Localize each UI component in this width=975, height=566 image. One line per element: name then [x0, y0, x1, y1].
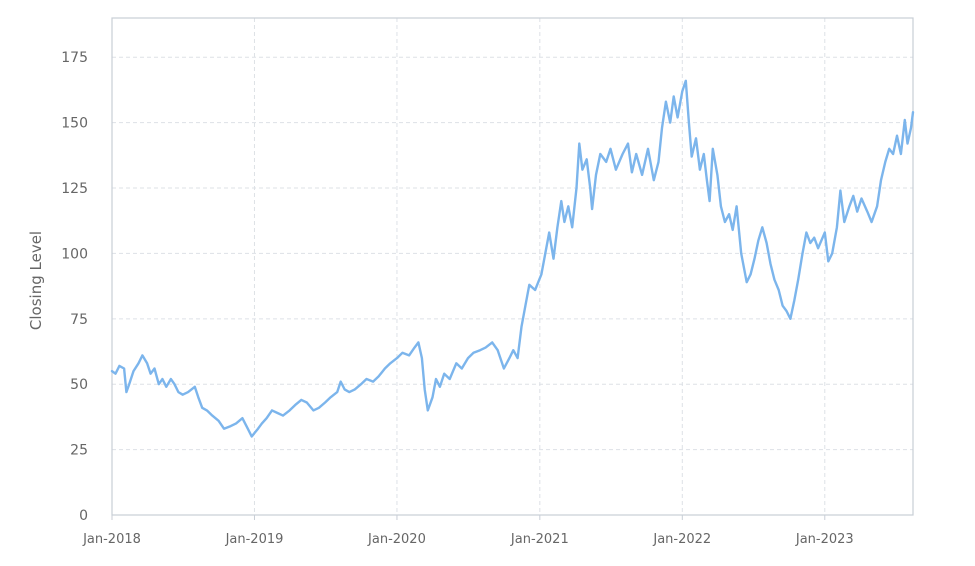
y-tick-label: 50: [70, 377, 88, 393]
series-layer: [110, 79, 915, 438]
y-tick-label: 100: [61, 246, 88, 262]
y-tick-label: 175: [61, 50, 88, 66]
x-axis-ticks: Jan-2018 Jan-2019 Jan-2020 Jan-2021 Jan-2022…: [82, 515, 854, 547]
x-tick-label: Jan-2023: [795, 532, 854, 547]
x-tick-label: Jan-2018: [82, 532, 141, 547]
y-tick-label: 25: [70, 443, 88, 459]
series-line: [110, 79, 915, 438]
y-tick-label: 150: [61, 116, 88, 132]
x-tick-label: Jan-2022: [652, 532, 711, 547]
y-tick-label: 75: [70, 312, 88, 328]
grid: [112, 18, 913, 515]
y-axis-ticks: 0 25 50 75 100 125 150 175: [61, 50, 88, 524]
y-axis-title: Closing Level: [27, 231, 45, 330]
x-tick-label: Jan-2020: [367, 532, 426, 547]
x-tick-label: Jan-2019: [225, 532, 284, 547]
y-tick-label: 125: [61, 181, 88, 197]
x-tick-label: Jan-2021: [510, 532, 569, 547]
y-tick-label: 0: [79, 508, 88, 524]
plot-frame: [111, 17, 914, 516]
